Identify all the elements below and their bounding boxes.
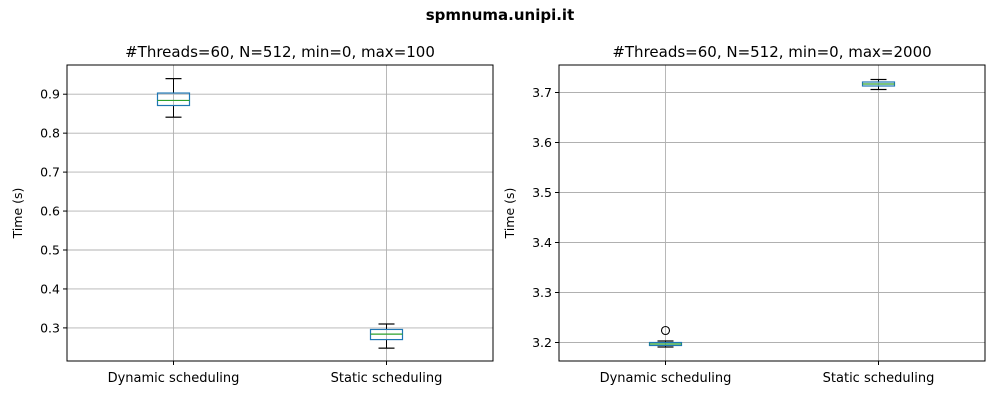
axes-frame [558,64,986,362]
subplot-2: 3.2 3.3 3.4 3.5 3.6 3.7 Dynamic scheduling Stat… [502,43,986,386]
plot-area [67,65,493,361]
y-tick-label: 0.6 [40,204,60,219]
y-tick-label: 3.2 [532,335,552,350]
x-tick-label: Dynamic scheduling [600,371,732,386]
y-tick-label: 3.5 [532,185,552,200]
y-tick-label: 0.8 [40,126,60,141]
y-tick-label: 0.5 [40,243,60,258]
iqr-box [156,92,191,107]
box-2 [369,323,404,349]
y-tick-label: 3.3 [532,285,552,300]
x-tick-label: Dynamic scheduling [108,371,240,386]
figure-suptitle: spmnuma.unipi.it [425,6,575,24]
subplot-1: 0.3 0.4 0.5 0.6 0.7 0.8 0.9 Dynamic scheduling S… [10,43,494,386]
box-1 [648,325,683,348]
subplot-title: #Threads=60, N=512, min=0, max=2000 [612,43,931,61]
plot-area [559,65,985,361]
x-tick-label: Static scheduling [331,371,443,386]
y-tick-label: 0.7 [40,165,60,180]
y-tick-label: 0.4 [40,281,60,296]
box-1 [156,78,191,118]
y-axis-label: Time (s) [502,188,517,240]
y-tick-label: 0.3 [40,320,60,335]
axes-frame [66,64,494,362]
y-axis-label: Time (s) [10,188,25,240]
subplot-title: #Threads=60, N=512, min=0, max=100 [125,43,435,61]
y-tick-label: 0.9 [40,87,60,102]
x-tick-label: Static scheduling [823,371,935,386]
y-tick-label: 3.4 [532,235,552,250]
y-tick-label: 3.7 [532,85,552,100]
outlier-point [660,325,671,336]
y-tick-label: 3.6 [532,135,552,150]
box-2 [861,78,896,91]
